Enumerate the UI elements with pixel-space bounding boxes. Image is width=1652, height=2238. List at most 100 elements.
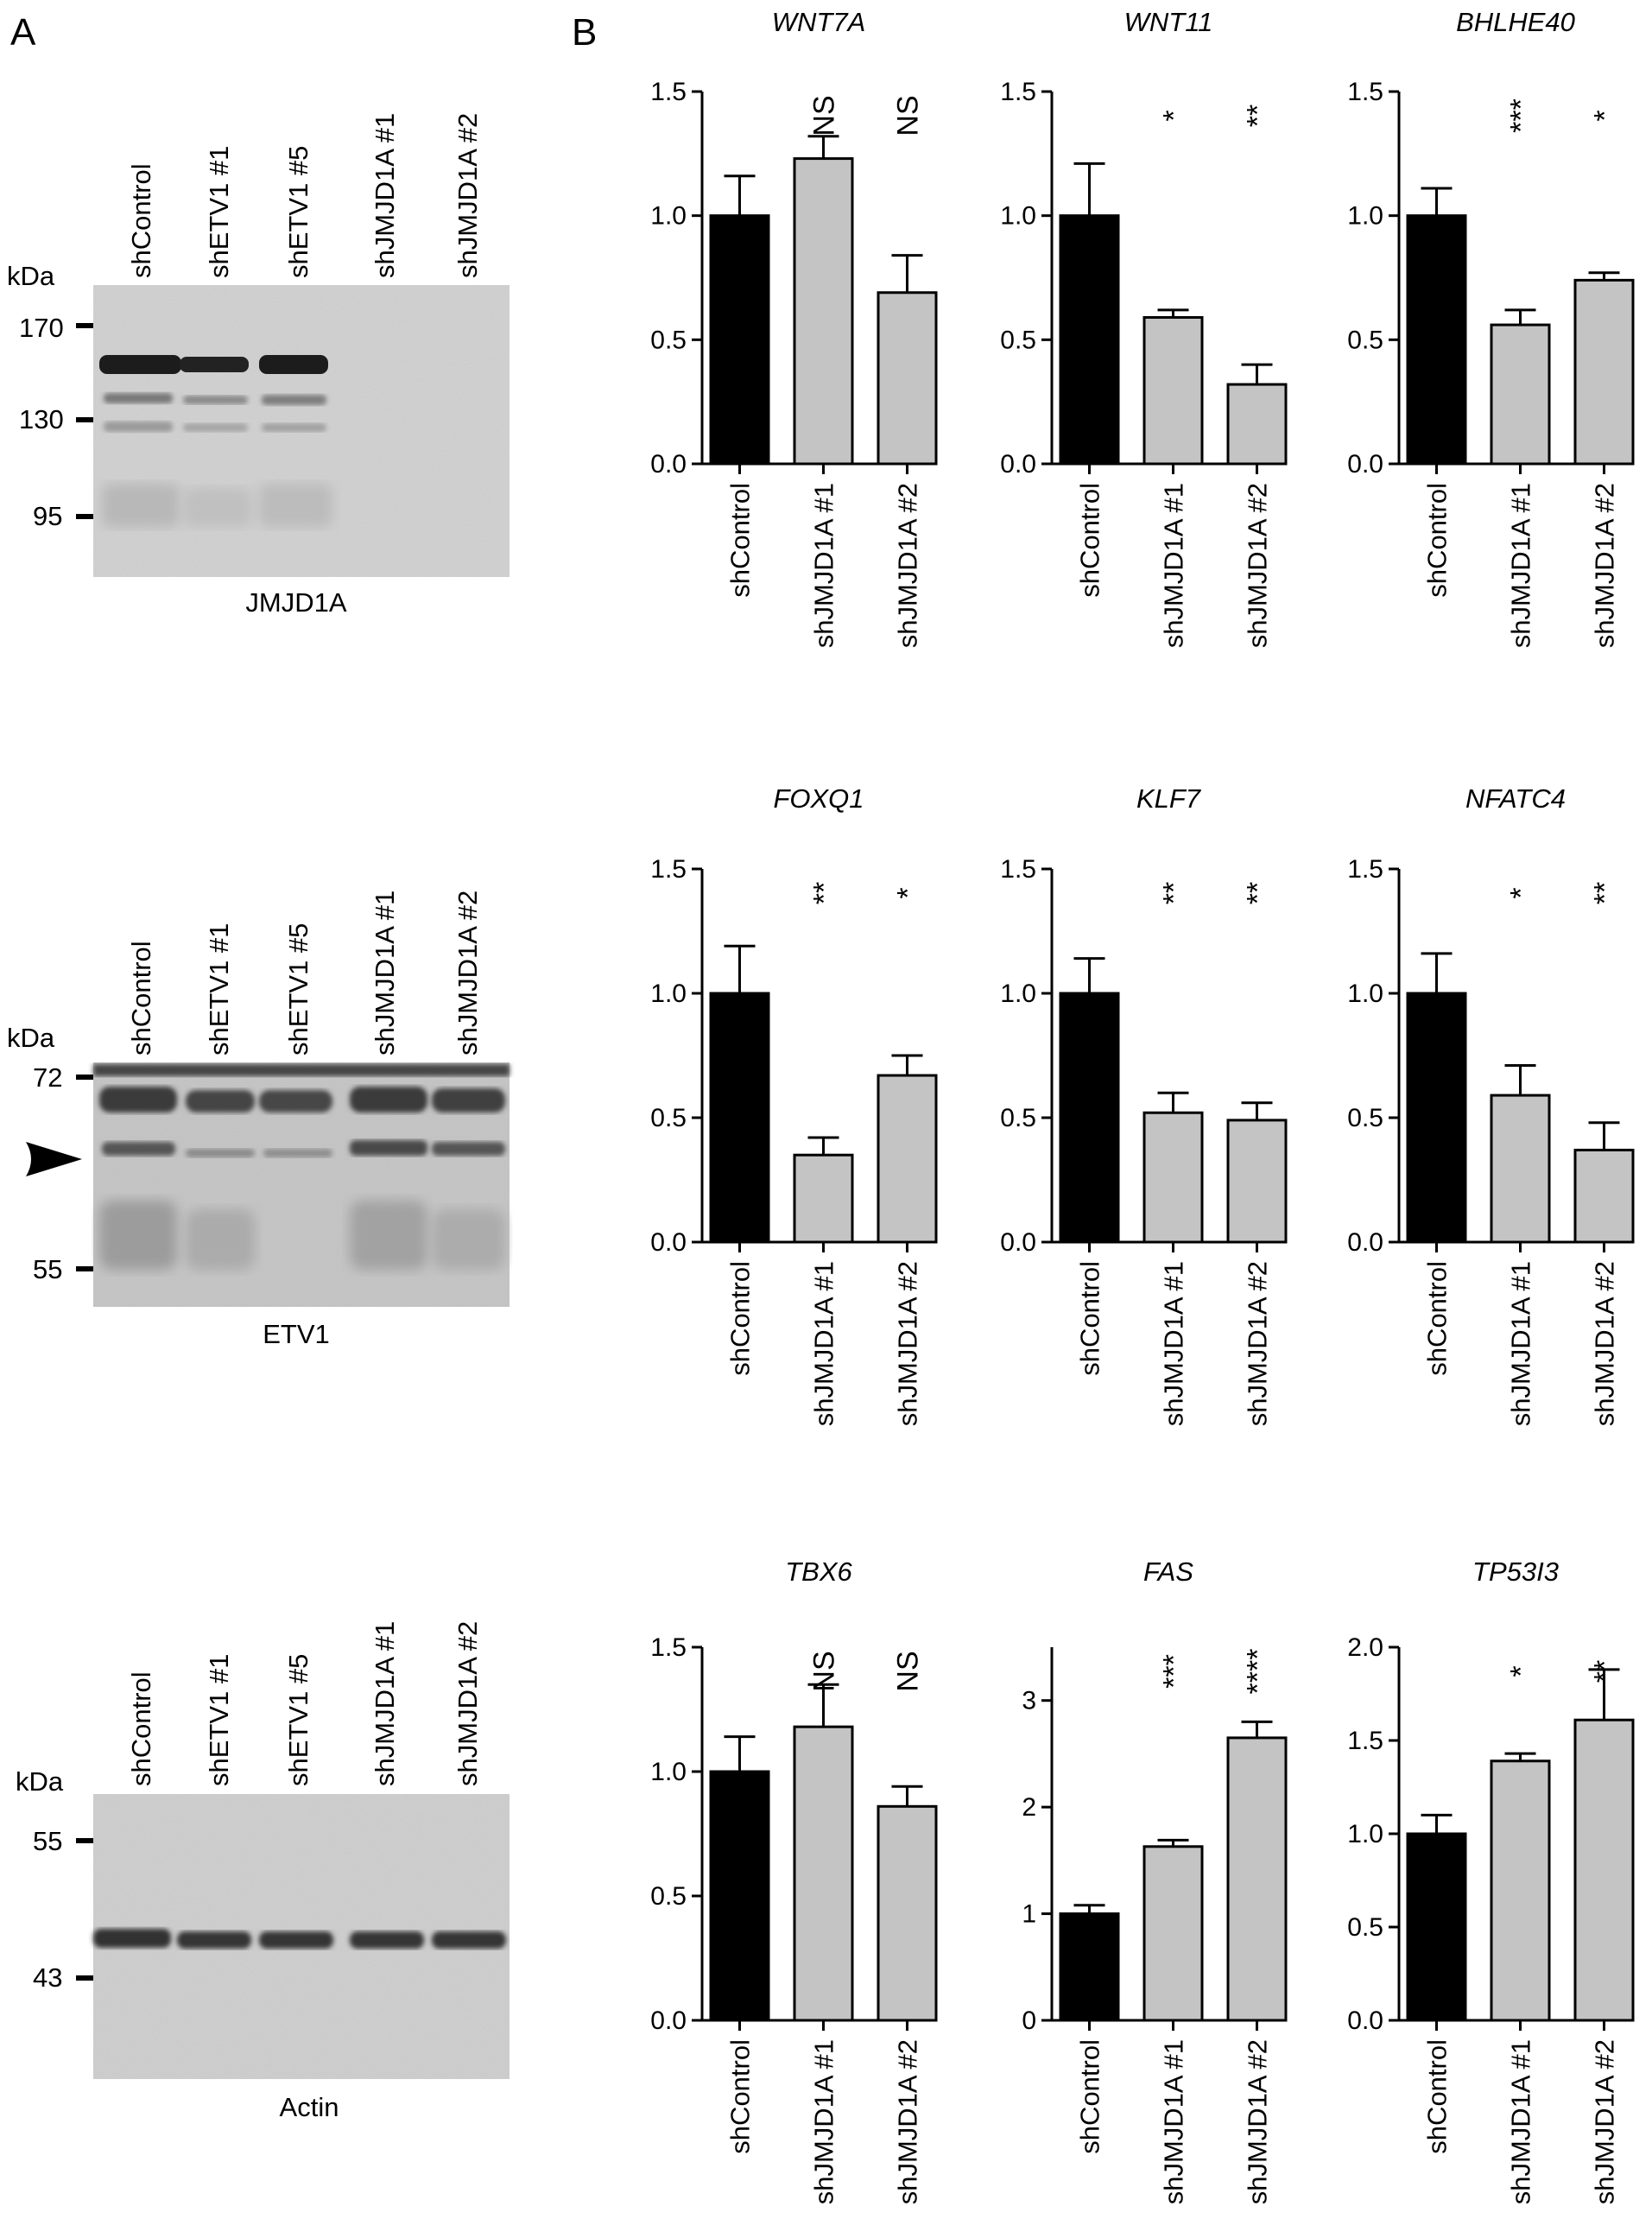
- band: [259, 1090, 332, 1113]
- bar: [1490, 1759, 1551, 2022]
- band: [432, 1142, 505, 1156]
- lane-label: shETV1 #1: [204, 146, 234, 278]
- marker-tick: [76, 417, 93, 422]
- y-tick-label: 0.0: [1347, 450, 1383, 479]
- y-tick-label: 0.5: [1000, 326, 1036, 354]
- category-label: shJMJD1A #1: [1159, 483, 1189, 648]
- significance-label: ****: [1242, 1649, 1275, 1695]
- lane-labels: shControl shETV1 #1 shETV1 #5 shJMJD1A #…: [126, 891, 483, 1056]
- marker-label: 170: [19, 313, 64, 343]
- bar: [709, 992, 770, 1244]
- band: [350, 1140, 427, 1156]
- bar: [877, 1074, 938, 1244]
- lane-label: shETV1 #5: [283, 146, 313, 278]
- y-tick-label: 0.0: [650, 1228, 687, 1257]
- significance-label: NS: [808, 1651, 841, 1691]
- band: [102, 484, 180, 527]
- blot-name: JMJD1A: [245, 587, 346, 618]
- y-tick-label: 2.0: [1347, 1633, 1383, 1662]
- category-label: shJMJD1A #1: [809, 483, 839, 648]
- marker-tick: [76, 1838, 93, 1843]
- y-tick-label: 1.5: [1347, 1727, 1383, 1755]
- bar: [1142, 315, 1204, 466]
- band: [262, 395, 326, 405]
- y-tick-label: 0.5: [1347, 326, 1383, 354]
- bar-chart-tp53i3: TP53I3 0.0 0.5 1.0 1.5 2.0 shControl shJMJD1A #…: [1347, 1556, 1635, 2204]
- category-label: shControl: [725, 483, 756, 598]
- significance-label: **: [808, 882, 841, 904]
- bar-chart-foxq1: FOXQ1 0.0 0.5 1.0 1.5 shControl shJMJD1A #1 ** s…: [650, 783, 938, 1426]
- bar: [793, 157, 854, 466]
- band: [350, 1931, 424, 1949]
- significance-label: **: [1589, 882, 1622, 904]
- band: [259, 484, 332, 527]
- category-label: shJMJD1A #2: [1590, 1261, 1620, 1426]
- category-label: shJMJD1A #1: [1506, 483, 1536, 648]
- significance-label: *: [892, 887, 925, 898]
- bar: [1059, 1912, 1120, 2022]
- y-tick-label: 1.5: [650, 78, 687, 106]
- band-group: [93, 1064, 510, 1270]
- bar: [1573, 278, 1635, 466]
- category-label: shJMJD1A #2: [1243, 2039, 1273, 2204]
- category-label: shJMJD1A #2: [893, 2039, 923, 2204]
- category-label: shJMJD1A #1: [809, 1261, 839, 1426]
- band: [177, 1931, 251, 1949]
- band: [263, 1149, 332, 1157]
- band: [99, 355, 181, 374]
- lane-label: shJMJD1A #2: [453, 891, 483, 1056]
- category-label: shJMJD1A #2: [1243, 1261, 1273, 1426]
- y-tick-label: 0: [1022, 2007, 1036, 2035]
- chart-title: FAS: [1143, 1556, 1193, 1587]
- y-tick-label: 0.0: [1000, 1228, 1036, 1257]
- band: [186, 1209, 255, 1270]
- y-tick-label: 0.5: [650, 1104, 687, 1132]
- bar: [877, 1804, 938, 2022]
- category-label: shControl: [1422, 2039, 1453, 2154]
- marker-tick: [76, 1075, 93, 1080]
- significance-label: NS: [892, 1651, 925, 1691]
- y-tick-label: 3: [1022, 1687, 1036, 1715]
- bar: [1573, 1148, 1635, 1244]
- y-tick-label: 1.0: [1347, 1820, 1383, 1848]
- y-tick-label: 1.5: [650, 855, 687, 884]
- y-tick-label: 1.5: [1000, 78, 1036, 106]
- y-tick-label: 0.0: [1347, 1228, 1383, 1257]
- band: [350, 1087, 427, 1113]
- lane-label: shControl: [126, 163, 156, 278]
- y-tick-label: 0.5: [1000, 1104, 1036, 1132]
- bar: [1490, 323, 1551, 466]
- y-tick-label: 1.0: [1347, 202, 1383, 231]
- marker-tick: [76, 1975, 93, 1981]
- bar: [1406, 1832, 1467, 2022]
- bar: [1406, 992, 1467, 1244]
- category-label: shJMJD1A #2: [893, 483, 923, 648]
- band: [99, 1201, 177, 1270]
- y-tick-label: 0.0: [1347, 2007, 1383, 2035]
- band: [93, 1064, 510, 1076]
- band: [432, 1931, 506, 1949]
- bar: [709, 214, 770, 466]
- significance-label: *: [1158, 110, 1191, 121]
- band: [262, 423, 326, 432]
- y-tick-label: 1.0: [1347, 980, 1383, 1008]
- lane-label: shJMJD1A #2: [453, 1621, 483, 1786]
- bar-chart-klf7: KLF7 0.0 0.5 1.0 1.5 shControl shJMJD1A #1 ** sh…: [1000, 783, 1288, 1426]
- blot-name: Actin: [280, 2092, 339, 2122]
- significance-label: NS: [892, 95, 925, 136]
- lane-label: shJMJD1A #2: [453, 113, 483, 278]
- significance-label: *: [1505, 887, 1538, 898]
- marker-ticks: 170 130 95: [19, 313, 93, 531]
- arrowhead-icon: [26, 1142, 82, 1176]
- category-label: shControl: [1075, 2039, 1105, 2154]
- category-label: shJMJD1A #2: [1590, 483, 1620, 648]
- band: [183, 423, 248, 432]
- category-label: shControl: [1422, 483, 1453, 598]
- y-tick-label: 2: [1022, 1793, 1036, 1822]
- lane-label: shETV1 #5: [283, 923, 313, 1056]
- band: [93, 1929, 171, 1948]
- category-label: shControl: [725, 1261, 756, 1376]
- y-tick-label: 1: [1022, 1900, 1036, 1929]
- band: [183, 396, 248, 404]
